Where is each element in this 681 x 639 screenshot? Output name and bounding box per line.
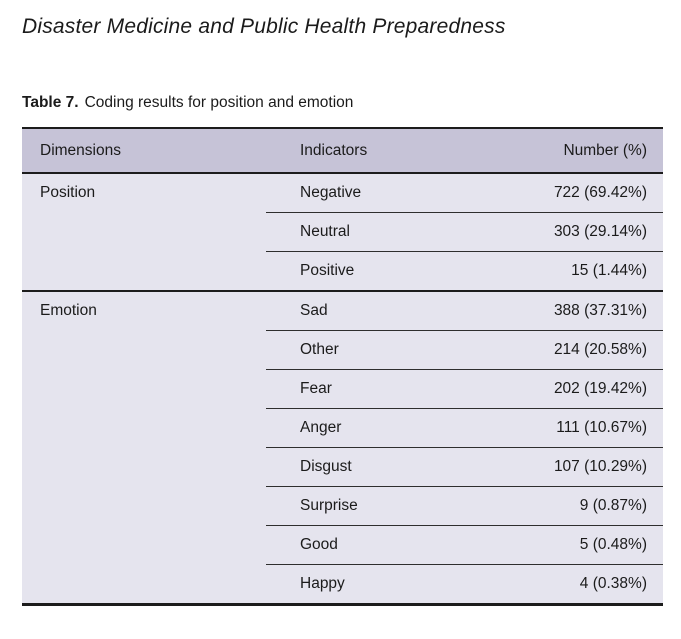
indicator-cell: Negative [266,173,478,213]
dimension-cell: Emotion [22,290,266,331]
number-cell: 202 (19.42%) [478,369,663,409]
indicator-cell: Positive [266,251,478,291]
table-row: Fear 202 (19.42%) [22,369,663,409]
table-row: Neutral 303 (29.14%) [22,212,663,252]
column-header-number: Number (%) [478,127,663,174]
indicator-cell: Anger [266,408,478,448]
table-caption-label: Table 7. [22,94,79,111]
number-cell: 388 (37.31%) [478,290,663,331]
dimension-cell [22,486,266,526]
indicator-cell: Neutral [266,212,478,252]
table-row: Emotion Sad 388 (37.31%) [22,290,663,331]
table-caption: Table 7. Coding results for position and … [22,93,663,112]
dimension-cell [22,564,266,606]
table-row: Surprise 9 (0.87%) [22,486,663,526]
number-cell: 5 (0.48%) [478,525,663,565]
number-cell: 214 (20.58%) [478,330,663,370]
dimension-cell: Position [22,173,266,213]
table-row: Positive 15 (1.44%) [22,251,663,291]
indicator-cell: Other [266,330,478,370]
number-cell: 303 (29.14%) [478,212,663,252]
indicator-cell: Disgust [266,447,478,487]
dimension-cell [22,525,266,565]
dimension-cell [22,251,266,291]
table-row: Position Negative 722 (69.42%) [22,173,663,213]
table-row: Anger 111 (10.67%) [22,408,663,448]
column-header-dimensions: Dimensions [22,127,266,174]
number-cell: 15 (1.44%) [478,251,663,291]
column-header-indicators: Indicators [266,127,478,174]
table-row: Good 5 (0.48%) [22,525,663,565]
table-body: Position Negative 722 (69.42%) Neutral 303 (… [22,173,663,606]
table-row: Disgust 107 (10.29%) [22,447,663,487]
indicator-cell: Surprise [266,486,478,526]
dimension-cell [22,330,266,370]
number-cell: 111 (10.67%) [478,408,663,448]
dimension-cell [22,212,266,252]
indicator-cell: Good [266,525,478,565]
page: Disaster Medicine and Public Health Prep… [0,14,681,639]
dimension-cell [22,369,266,409]
indicator-cell: Happy [266,564,478,606]
indicator-cell: Sad [266,290,478,331]
dimension-cell [22,408,266,448]
journal-title: Disaster Medicine and Public Health Prep… [22,15,506,38]
table-header-row: Dimensions Indicators Number (%) [22,127,663,174]
number-cell: 107 (10.29%) [478,447,663,487]
number-cell: 9 (0.87%) [478,486,663,526]
indicator-cell: Fear [266,369,478,409]
number-cell: 722 (69.42%) [478,173,663,213]
table-caption-text: Coding results for position and emotion [84,94,354,111]
table-row: Other 214 (20.58%) [22,330,663,370]
number-cell: 4 (0.38%) [478,564,663,606]
table-row: Happy 4 (0.38%) [22,564,663,606]
coding-results-table: Dimensions Indicators Number (%) Positio… [22,127,663,606]
dimension-cell [22,447,266,487]
table-header: Dimensions Indicators Number (%) [22,127,663,174]
